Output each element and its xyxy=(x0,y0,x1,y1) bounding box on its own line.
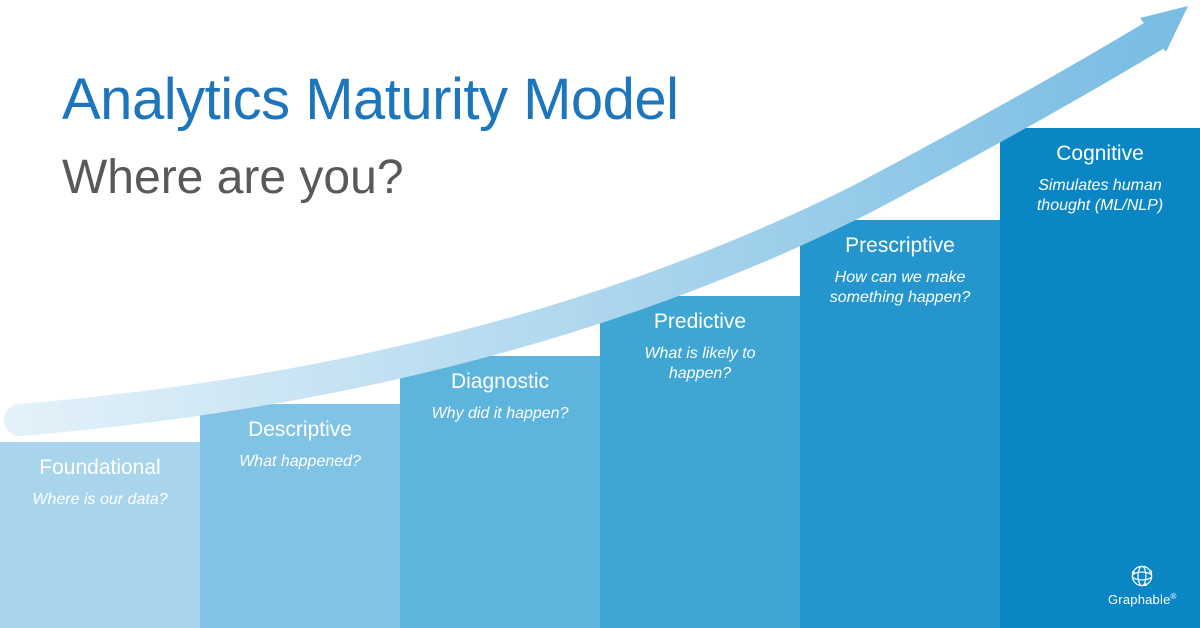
stage-desc: Why did it happen? xyxy=(418,404,583,424)
stage-title: Prescriptive xyxy=(845,234,955,258)
globe-icon xyxy=(1128,562,1156,590)
stage-prescriptive: Prescriptive How can we make something ha… xyxy=(800,220,1000,628)
stage-descriptive: Descriptive What happened? xyxy=(200,404,400,628)
brand-logo: Graphable® xyxy=(1108,562,1177,607)
stage-title: Predictive xyxy=(654,310,746,334)
main-title: Analytics Maturity Model xyxy=(62,66,679,133)
stage-title: Descriptive xyxy=(248,418,352,442)
stage-diagnostic: Diagnostic Why did it happen? xyxy=(400,356,600,628)
stage-desc: Simulates human thought (ML/NLP) xyxy=(1000,176,1200,216)
stage-cognitive: Cognitive Simulates human thought (ML/NLP… xyxy=(1000,128,1200,628)
stage-title: Cognitive xyxy=(1056,142,1144,166)
stage-desc: What happened? xyxy=(225,452,375,472)
stage-predictive: Predictive What is likely to happen? xyxy=(600,296,800,628)
stage-desc: Where is our data? xyxy=(18,490,181,510)
stage-desc: What is likely to happen? xyxy=(600,344,800,384)
brand-name: Graphable® xyxy=(1108,592,1177,607)
subtitle: Where are you? xyxy=(62,150,404,205)
stage-title: Foundational xyxy=(39,456,160,480)
stage-foundational: Foundational Where is our data? xyxy=(0,442,200,628)
infographic-canvas: Cognitive Simulates human thought (ML/NLP… xyxy=(0,0,1200,628)
stage-title: Diagnostic xyxy=(451,370,549,394)
stage-desc: How can we make something happen? xyxy=(800,268,1000,308)
